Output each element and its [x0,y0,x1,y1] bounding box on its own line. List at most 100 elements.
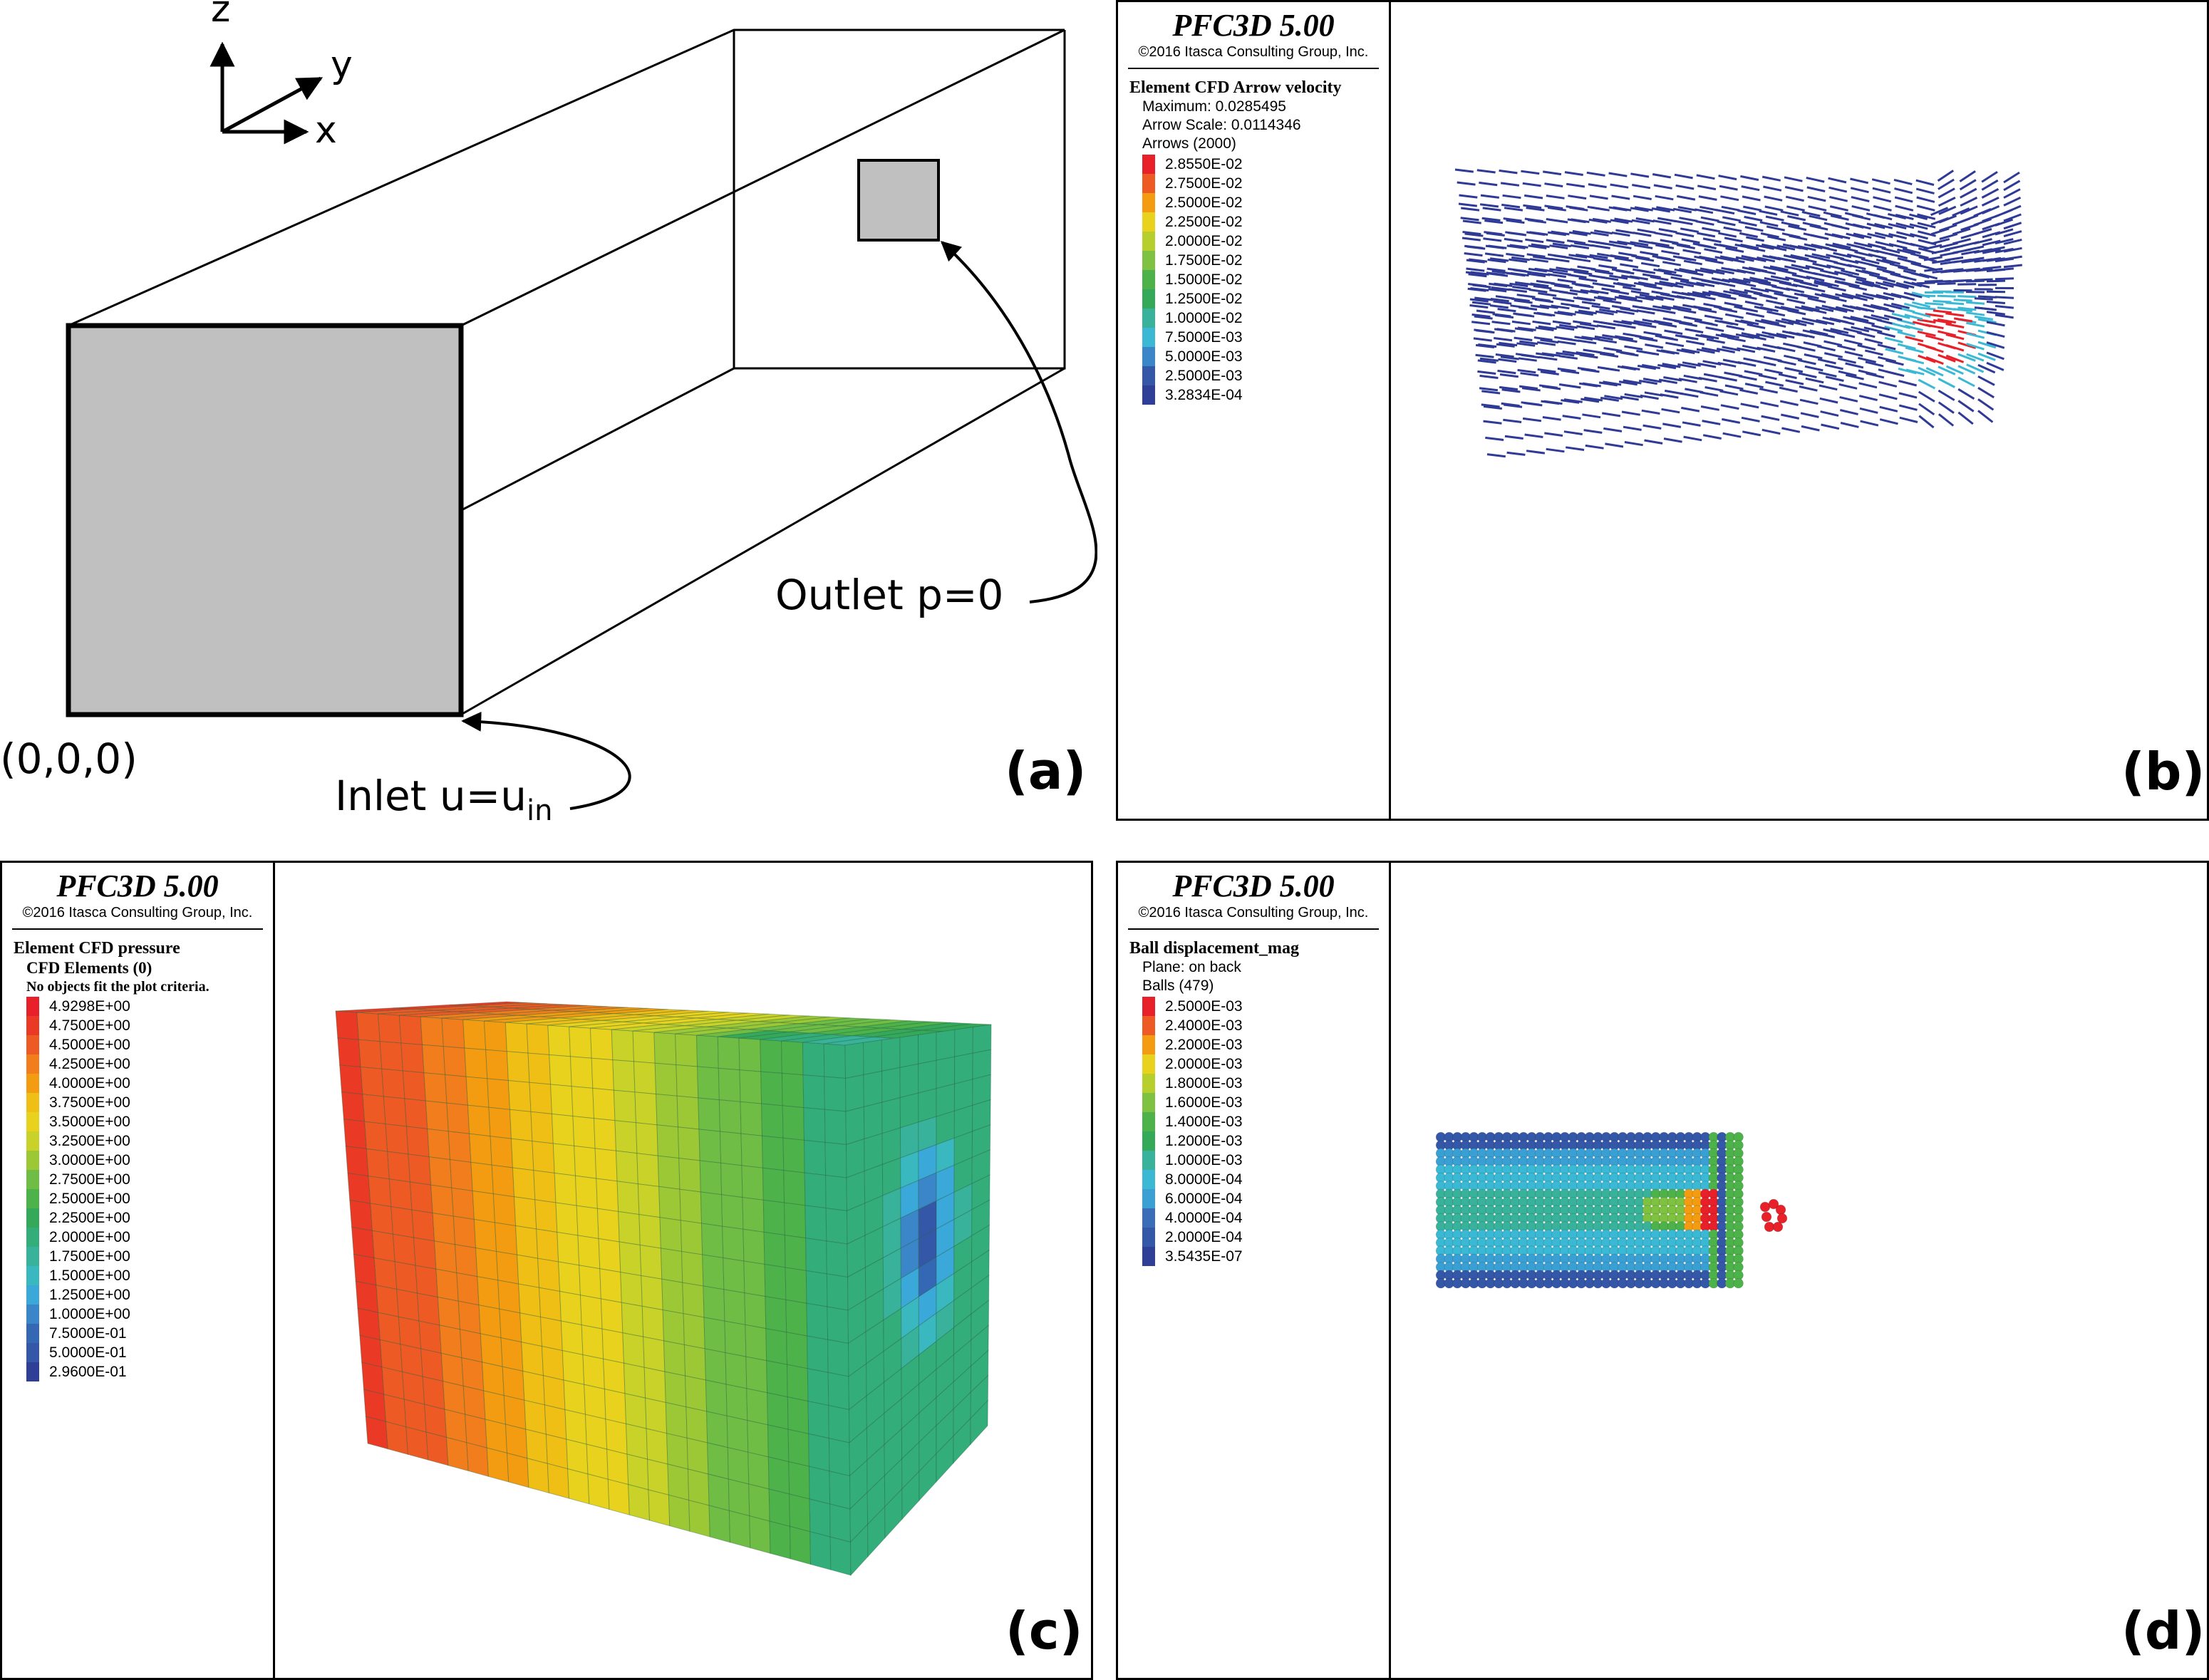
mesh-cell [685,1375,708,1412]
mesh-cell [557,1231,580,1266]
velocity-arrow [1858,356,1877,363]
velocity-arrow [1484,219,1504,224]
velocity-arrow [1837,357,1856,364]
velocity-arrow [1720,333,1739,339]
velocity-arrow [1615,269,1635,275]
velocity-arrow [1873,204,1892,212]
velocity-arrow [1905,358,1925,365]
scale-value: 2.8550E-02 [1165,155,1243,172]
mesh-cell [828,1438,851,1477]
inlet-label: Inlet u=uin [335,772,552,827]
velocity-arrow [1763,266,1782,272]
velocity-arrow [1588,218,1608,224]
mesh-cell [634,1092,658,1126]
velocity-arrow [1537,368,1556,373]
mesh-cell [682,1282,705,1318]
ball [1768,1198,1779,1210]
mesh-cell [349,1200,373,1231]
velocity-arrow [1741,332,1760,338]
velocity-arrow [1869,284,1888,291]
velocity-arrow [1682,249,1702,255]
scale-row: 1.8000E-03 [1142,1074,1389,1093]
mesh-cell [683,1344,706,1381]
mesh-cell [586,1443,609,1480]
velocity-arrow [1728,278,1747,284]
mesh-cell [496,1250,519,1285]
scale-row: 2.4000E-03 [1142,1016,1389,1035]
mesh-cell [527,1052,552,1085]
velocity-arrow [1683,374,1702,380]
velocity-arrow [1781,221,1800,228]
velocity-arrow [1876,258,1895,265]
velocity-arrow [1764,205,1784,212]
velocity-arrow [1634,244,1653,249]
velocity-arrow [1769,265,1789,271]
mesh-cell [545,1433,569,1470]
velocity-arrow [1828,195,1848,202]
velocity-arrow [1725,247,1744,253]
mesh-cell [723,1257,745,1294]
velocity-arrow [1663,271,1682,278]
scale-row: 1.5000E+00 [26,1266,273,1285]
mesh-cell [747,1451,770,1490]
velocity-arrow [1705,326,1724,332]
scale-swatch [1142,193,1155,212]
velocity-arrow [1685,340,1705,346]
scale-row: 2.5000E-02 [1142,193,1389,212]
scale-swatch [1142,385,1155,405]
velocity-arrow [1787,309,1806,316]
velocity-arrow [1552,320,1571,326]
velocity-arrow [1512,286,1531,291]
velocity-arrow [1986,341,2005,349]
velocity-arrow [1861,258,1880,265]
mesh-cell [502,1366,525,1401]
velocity-arrow [1986,331,2005,338]
velocity-arrow [1494,282,1513,287]
velocity-arrow [1511,256,1531,261]
velocity-arrow [1854,251,1873,257]
velocity-arrow [1789,234,1808,241]
panel-label-d: (d) [2121,1601,2205,1661]
velocity-arrow [1496,328,1516,333]
velocity-arrow [1620,307,1639,313]
mesh-cell [643,1367,666,1404]
velocity-arrow [1719,244,1738,249]
velocity-arrow [1748,266,1767,273]
mesh-cell [845,1106,865,1146]
velocity-arrow [1682,304,1702,310]
velocity-arrow [1623,332,1642,338]
velocity-arrow [1804,243,1823,249]
scale-value: 1.4000E-03 [1165,1113,1243,1130]
inlet-face [66,323,464,717]
velocity-arrow [1885,348,1904,355]
velocity-arrow [1533,336,1553,341]
velocity-arrow [1674,219,1693,226]
velocity-arrow [1636,269,1656,274]
mesh-cell [807,1335,829,1374]
velocity-arrow [1603,299,1622,304]
velocity-arrow [1809,214,1828,222]
mesh-cell [724,1320,747,1357]
mesh-cell [621,1302,644,1337]
velocity-arrow [1737,281,1757,288]
mesh-cell [767,1392,789,1430]
velocity-arrow [1860,420,1879,427]
velocity-arrow [1695,208,1714,214]
mesh-cell [699,1160,723,1196]
velocity-arrow [1838,383,1858,390]
velocity-arrow [1786,298,1806,305]
velocity-arrow [1576,325,1595,331]
velocity-arrow [1549,218,1568,224]
velocity-arrow [1977,341,1997,349]
velocity-arrow [1722,346,1741,352]
mesh-cell [619,1241,642,1277]
velocity-arrow [1719,307,1738,313]
velocity-arrow [1868,273,1888,280]
velocity-arrow [1638,379,1657,385]
velocity-arrow [1523,204,1542,209]
mesh-cell [383,1096,408,1127]
mesh-cell [638,1214,661,1249]
mesh-cell [665,1401,688,1439]
velocity-arrow [1675,232,1695,238]
velocity-arrow [1543,400,1563,405]
